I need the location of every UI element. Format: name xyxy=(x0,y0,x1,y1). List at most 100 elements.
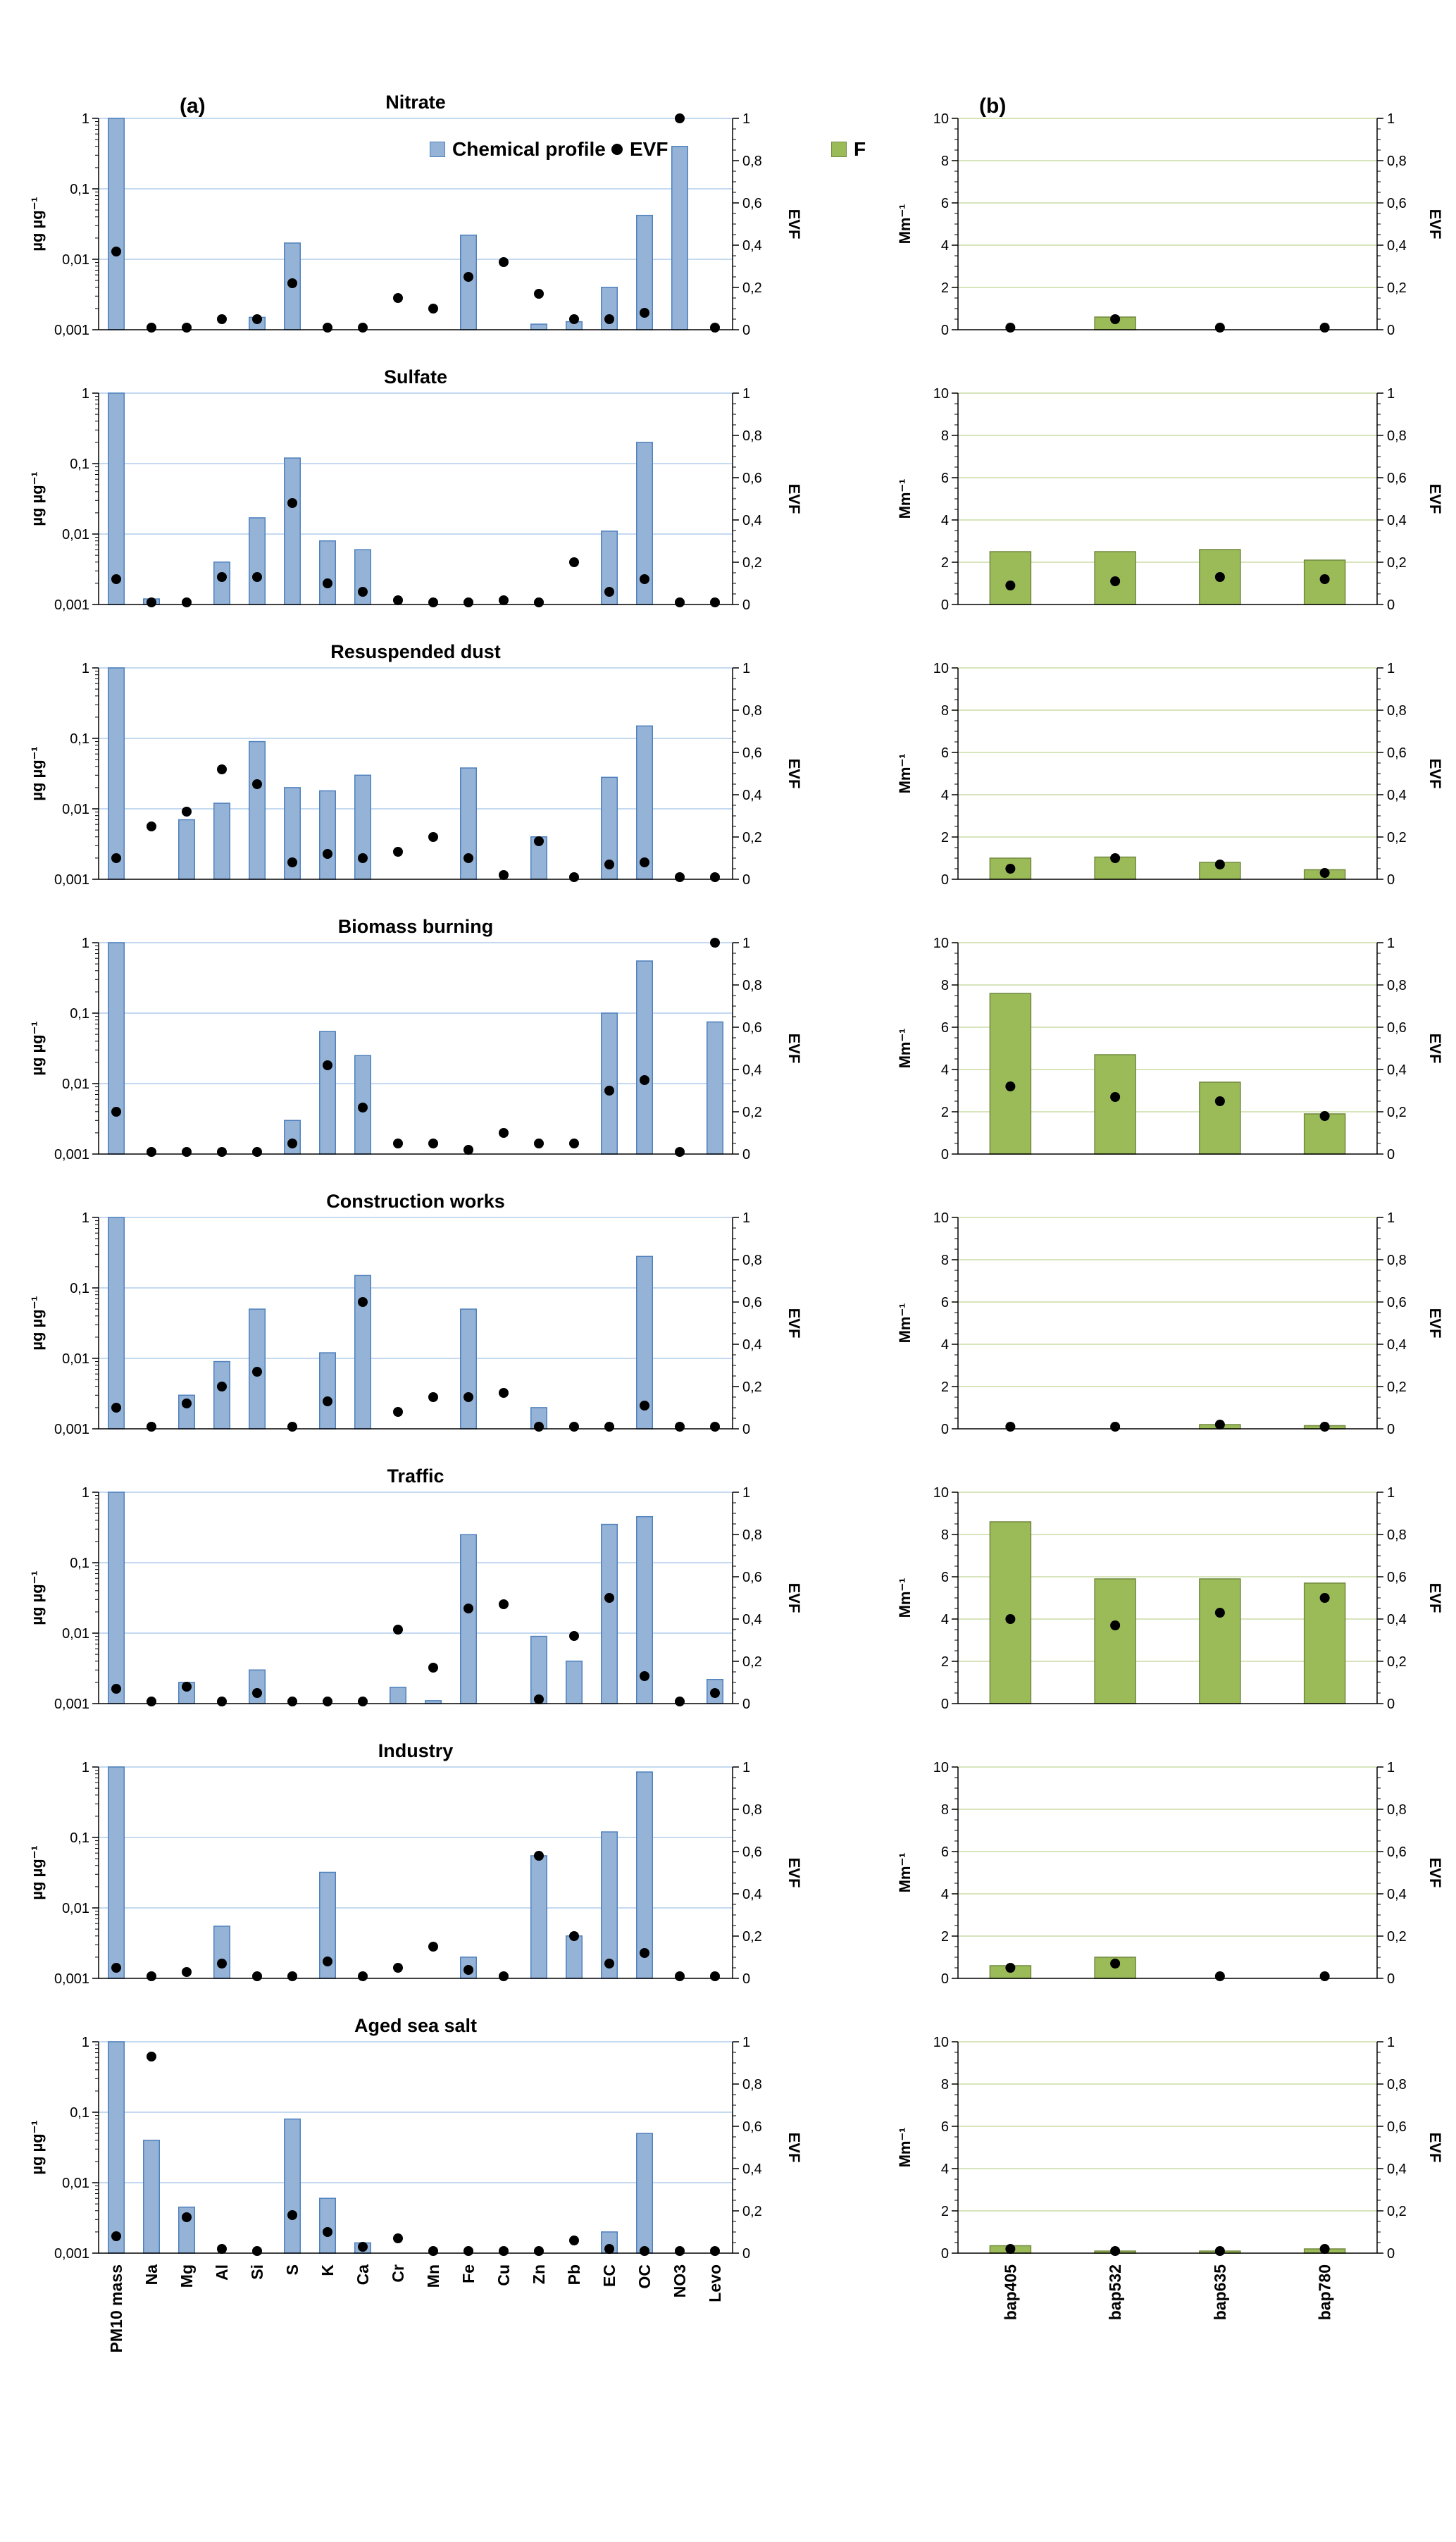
profile-bar-al xyxy=(213,1360,230,1430)
evf-dot-mg xyxy=(182,1967,192,1977)
evf-dot-pb xyxy=(569,1139,579,1148)
evf-dot-ca xyxy=(358,1971,368,1981)
svg-text:4: 4 xyxy=(941,1337,949,1353)
evf-dot-no3 xyxy=(675,113,685,123)
profile-bar-k xyxy=(319,540,336,605)
x-label-zn: Zn xyxy=(530,2264,548,2284)
svg-text:0,8: 0,8 xyxy=(742,1802,762,1818)
evf-dot-mg xyxy=(182,807,192,817)
evf-dot-ec xyxy=(604,860,614,869)
svg-text:0,2: 0,2 xyxy=(1387,1929,1407,1945)
profile-bar-no3 xyxy=(671,146,688,330)
b-evf-axis-label: EVF xyxy=(1426,1583,1444,1613)
chart-profile-biomass-burning: Biomass burning 1 0,1 0,01 0,001 0 0,2 0,4 0,6 0,… xyxy=(28,916,803,1162)
svg-text:0,6: 0,6 xyxy=(1387,1295,1407,1310)
svg-text:8: 8 xyxy=(941,978,949,993)
profile-bar-s xyxy=(284,457,301,605)
profile-bar-zn xyxy=(530,1635,547,1704)
svg-text:0,6: 0,6 xyxy=(742,471,762,486)
svg-text:0,4: 0,4 xyxy=(742,1612,762,1628)
a-evf-axis-label: EVF xyxy=(785,209,803,240)
svg-text:0,4: 0,4 xyxy=(742,238,762,254)
evf-dot-mn xyxy=(428,2246,438,2256)
evf-dot-fe xyxy=(463,597,473,607)
chart-title: Aged sea salt xyxy=(354,2015,477,2036)
svg-text:10: 10 xyxy=(933,936,949,951)
evf-dot-zn xyxy=(534,1139,544,1148)
evf-dot-cu xyxy=(499,257,509,267)
evf-dot-oc xyxy=(640,1401,649,1410)
a-y-axis-label: µg µg⁻¹ xyxy=(28,471,46,526)
svg-text:1: 1 xyxy=(742,1210,750,1226)
evf-dot-pb xyxy=(569,1631,579,1641)
evf-dot-zn xyxy=(534,1694,544,1704)
svg-text:0,8: 0,8 xyxy=(1387,2077,1407,2092)
evf-marker-icon xyxy=(611,144,623,155)
a-evf-axis-label: EVF xyxy=(785,1858,803,1888)
evf-dot-na xyxy=(147,1422,156,1432)
x-label-oc: OC xyxy=(635,2264,654,2289)
b-evf-axis-label: EVF xyxy=(1426,2133,1444,2163)
profile-bar-pm10-mass xyxy=(108,392,125,605)
svg-text:1: 1 xyxy=(742,661,750,676)
evf-dot-pm10-mass xyxy=(111,853,121,863)
f-evf-dot-bap635 xyxy=(1214,1420,1225,1430)
x-label-mn: Mn xyxy=(424,2264,442,2288)
evf-dot-pb xyxy=(569,2236,579,2245)
profile-bar-si xyxy=(249,740,266,880)
evf-dot-mn xyxy=(428,1392,438,1402)
svg-text:0,6: 0,6 xyxy=(1387,196,1407,211)
svg-text:10: 10 xyxy=(933,661,949,676)
svg-text:0,2: 0,2 xyxy=(742,1380,762,1395)
svg-text:1: 1 xyxy=(1387,1485,1395,1501)
svg-text:0,4: 0,4 xyxy=(1387,788,1407,803)
svg-text:0,01: 0,01 xyxy=(62,252,89,268)
figure-row-nitrate: Nitrate 1 0,1 0,01 0,001 0 0,2 0,4 0,6 0,8 1 µg µg⁻… xyxy=(14,85,1456,359)
b-y-axis-label: Mm⁻¹ xyxy=(896,479,914,519)
evf-dot-fe xyxy=(463,1145,473,1155)
f-bar-bap405 xyxy=(989,1521,1032,1704)
profile-bar-al xyxy=(213,562,230,605)
b-y-axis-label: Mm⁻¹ xyxy=(896,1578,914,1618)
a-y-axis-label: µg µg⁻¹ xyxy=(28,1021,46,1075)
panel-b-label: (b) xyxy=(979,94,1007,118)
svg-text:0,6: 0,6 xyxy=(1387,471,1407,486)
profile-bar-k xyxy=(319,2197,336,2254)
svg-text:6: 6 xyxy=(941,471,949,486)
chart-f-biomass-burning: 10 8 6 4 2 0 0 0,2 0,4 0,6 0,8 1 Mm⁻¹ EVF xyxy=(896,936,1444,1162)
evf-dot-pm10-mass xyxy=(111,247,121,256)
evf-dot-mg xyxy=(182,597,192,607)
svg-text:8: 8 xyxy=(941,1802,949,1818)
x-label-al: Al xyxy=(213,2264,231,2281)
svg-text:0: 0 xyxy=(941,323,949,338)
x-label-bap635: bap635 xyxy=(1211,2264,1229,2320)
svg-text:0,2: 0,2 xyxy=(1387,280,1407,296)
evf-dot-oc xyxy=(640,857,649,867)
evf-dot-cr xyxy=(393,847,403,857)
evf-dot-s xyxy=(287,278,297,288)
svg-text:0: 0 xyxy=(742,323,750,338)
x-label-no3: NO3 xyxy=(671,2264,689,2298)
svg-text:1: 1 xyxy=(1387,936,1395,951)
evf-dot-cu xyxy=(499,1971,509,1981)
svg-text:2: 2 xyxy=(941,1929,949,1945)
svg-text:2: 2 xyxy=(941,1380,949,1395)
svg-text:0: 0 xyxy=(941,1971,949,1987)
svg-text:1: 1 xyxy=(1387,111,1395,127)
evf-dot-si xyxy=(252,1367,262,1377)
svg-text:10: 10 xyxy=(933,1210,949,1226)
f-bar-bap405 xyxy=(989,857,1032,880)
svg-text:8: 8 xyxy=(941,2077,949,2092)
evf-dot-zn xyxy=(534,1422,544,1432)
svg-text:0,2: 0,2 xyxy=(1387,555,1407,571)
chart-rows: Nitrate 1 0,1 0,01 0,001 0 0,2 0,4 0,6 0,8 1 µg µg⁻… xyxy=(14,85,1456,2391)
svg-text:0: 0 xyxy=(742,1147,750,1162)
svg-text:0: 0 xyxy=(941,1422,949,1437)
evf-dot-al xyxy=(217,314,227,324)
evf-dot-oc xyxy=(640,2246,649,2256)
svg-text:0: 0 xyxy=(1387,1971,1395,1987)
svg-text:10: 10 xyxy=(933,1485,949,1501)
evf-dot-si xyxy=(252,1688,262,1698)
svg-text:0,01: 0,01 xyxy=(62,527,89,542)
svg-text:0,6: 0,6 xyxy=(742,196,762,211)
